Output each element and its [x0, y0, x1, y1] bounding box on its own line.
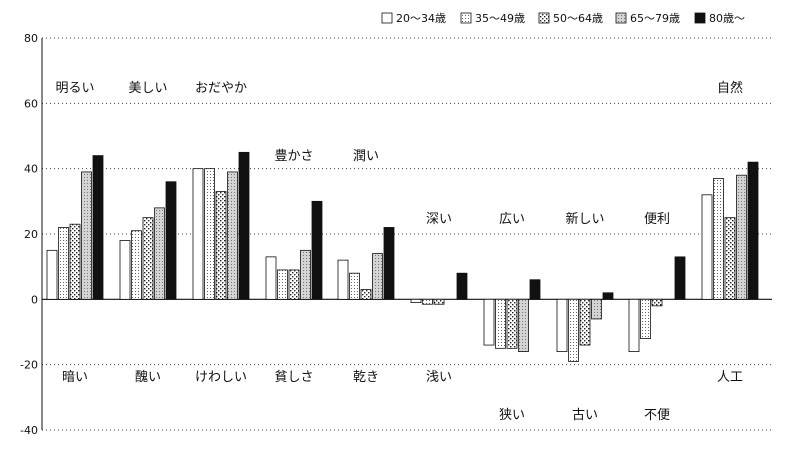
category-label-negative: 暗い [62, 370, 88, 385]
category-label-positive: 広い [499, 212, 525, 227]
bar [337, 259, 349, 300]
bar [433, 298, 445, 305]
bar [602, 292, 614, 300]
legend-label: 80歳～ [709, 12, 745, 25]
legend-label: 20～34歳 [396, 12, 446, 25]
category-label-negative: 不便 [644, 408, 670, 423]
bar [238, 151, 250, 300]
y-tick-label: 20 [24, 228, 38, 241]
bar [736, 174, 747, 300]
bar [119, 240, 131, 300]
bar [69, 223, 81, 300]
bar [701, 194, 713, 300]
bar [747, 161, 759, 300]
category-label-negative: 醜い [135, 369, 161, 385]
bar [92, 155, 104, 300]
bar [591, 298, 602, 320]
bar [724, 217, 736, 300]
bar [265, 256, 277, 300]
legend-swatch [615, 12, 627, 24]
category-label-positive: 潤い [353, 149, 379, 164]
bar [46, 249, 58, 300]
legend-label: 65～79歳 [630, 12, 680, 25]
bar [628, 298, 640, 353]
bar [131, 230, 142, 300]
category-label-positive: 自然 [717, 80, 743, 96]
legend-swatch [460, 12, 472, 24]
bars [46, 151, 759, 362]
bar [227, 171, 238, 300]
bar [192, 168, 204, 300]
bar [81, 171, 92, 300]
y-tick-label: -40 [20, 424, 38, 437]
bar [204, 168, 215, 300]
bar [142, 217, 154, 300]
bar [165, 181, 177, 300]
y-tick-label: 40 [24, 163, 38, 176]
category-label-negative: 人工 [717, 370, 743, 385]
y-tick-label: 80 [24, 32, 38, 45]
category-label-negative: 乾き [353, 370, 379, 385]
bar [300, 249, 311, 300]
bar [372, 253, 383, 300]
bar [556, 298, 568, 353]
bar [58, 227, 69, 300]
legend-label: 50～64歳 [553, 12, 603, 25]
bar [483, 298, 495, 346]
bar [410, 298, 422, 304]
bar [640, 298, 651, 339]
bar [422, 298, 433, 305]
legend-swatch [381, 12, 393, 24]
bar [651, 298, 663, 307]
category-label-negative: 浅い [426, 370, 452, 385]
bar [495, 298, 506, 349]
bar [215, 191, 227, 300]
category-label-negative: 狭い [499, 408, 525, 423]
bar [568, 298, 579, 362]
category-label-negative: けわしい [195, 370, 247, 385]
category-label-negative: 古い [572, 408, 598, 423]
bar [277, 269, 288, 300]
y-tick-label: 0 [31, 293, 38, 306]
bar [674, 256, 686, 300]
category-label-positive: 便利 [644, 212, 670, 227]
y-tick-label: -20 [20, 359, 38, 372]
legend: 20～34歳 35～49歳 50～64歳 65～79歳 80歳～ [381, 12, 745, 25]
bar [456, 272, 468, 300]
category-label-positive: 豊かさ [274, 149, 313, 164]
grid-lines [42, 37, 772, 431]
category-label-positive: おだやか [195, 81, 247, 96]
bar [288, 269, 300, 300]
bar [518, 298, 529, 353]
bar [529, 279, 541, 300]
bar [360, 289, 372, 300]
bar [579, 298, 591, 346]
category-label-positive: 新しい [565, 211, 604, 227]
bar [506, 298, 518, 349]
legend-label: 35～49歳 [475, 12, 525, 25]
bar [713, 178, 724, 300]
bar [311, 200, 323, 300]
bar [383, 227, 395, 300]
category-label-positive: 深い [426, 212, 452, 227]
category-label-negative: 貧しさ [274, 370, 313, 385]
bar [154, 207, 165, 300]
category-label-positive: 美しい [128, 81, 167, 96]
legend-swatch [538, 12, 550, 24]
bar [349, 272, 360, 300]
y-tick-label: 60 [24, 97, 38, 110]
category-label-positive: 明るい [55, 81, 94, 96]
legend-swatch [694, 12, 706, 24]
